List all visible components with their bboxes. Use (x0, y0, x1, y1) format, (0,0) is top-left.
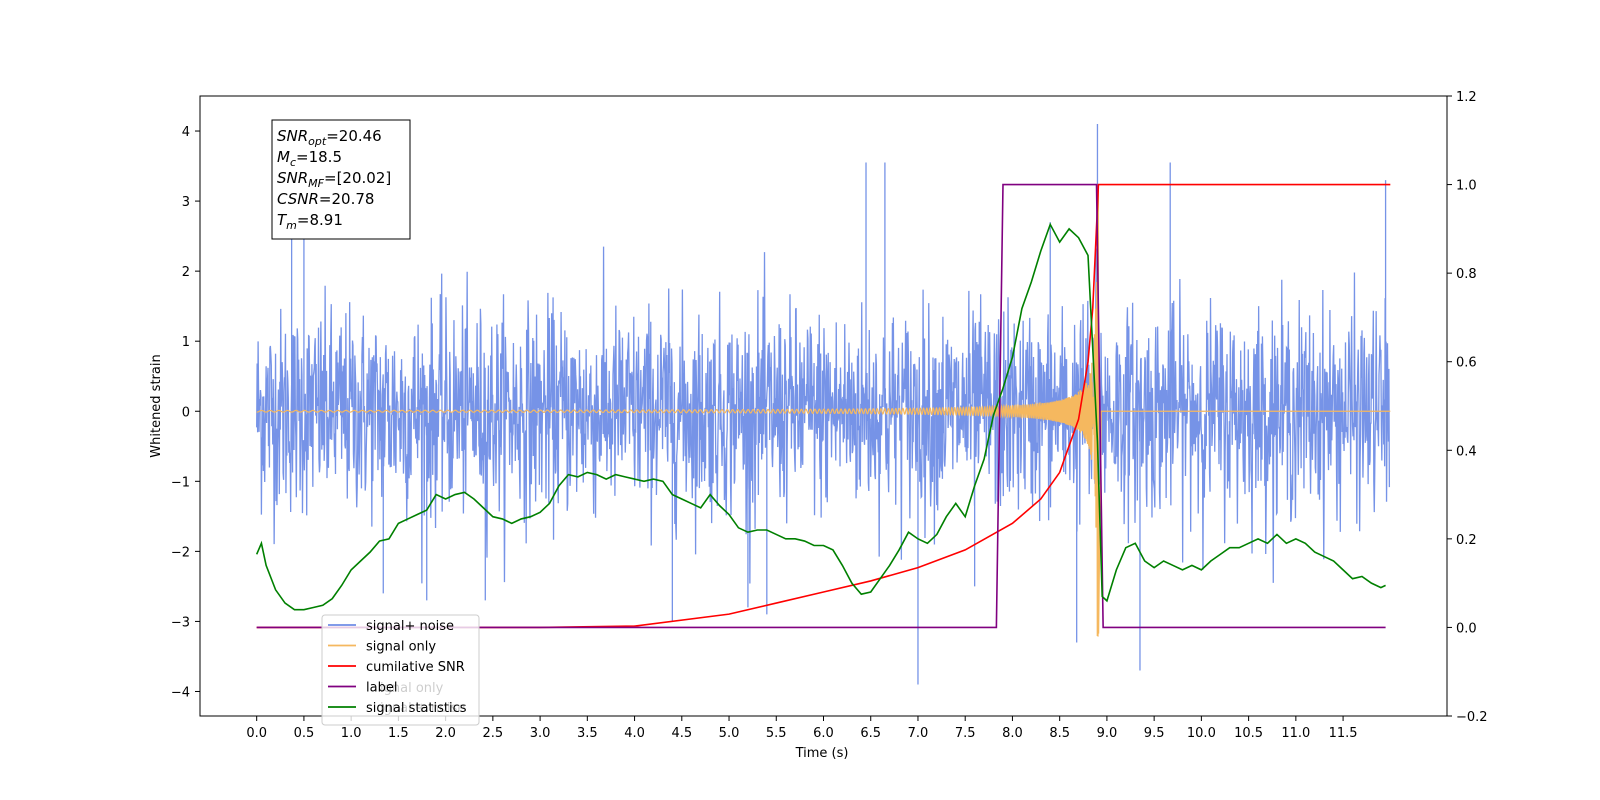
x-tick-label: 8.5 (1049, 726, 1070, 741)
x-tick-label: 11.0 (1281, 726, 1310, 741)
x-tick-label: 4.0 (624, 726, 645, 741)
y-tick-label: 1 (182, 335, 190, 350)
y-tick-label: 0 (182, 405, 190, 420)
x-tick-label: 2.0 (435, 726, 456, 741)
y-tick-label: −4 (171, 685, 190, 700)
x-tick-label: 0.5 (294, 726, 315, 741)
y-tick-label: 2 (182, 265, 190, 280)
y-tick-label: −2 (171, 545, 190, 560)
signal-statistics-line (255, 222, 1386, 611)
x-tick-label: 10.0 (1187, 726, 1216, 741)
info-box-frame (271, 119, 411, 240)
info-symbol: SNR (277, 169, 308, 187)
info-symbol: T (277, 211, 288, 229)
y2-tick-label: 1.2 (1456, 90, 1477, 105)
x-axis: 0.0 0.5 1.0 1.5 2.0 2.5 3.0 3.5 4.0 4.5 5.0 5.5 6.0 6… (246, 716, 1358, 741)
x-tick-label: 7.5 (955, 726, 976, 741)
legend-label: signal only (366, 640, 436, 655)
info-value: =20.78 (319, 190, 375, 208)
y-axis-title: Whitened strain (149, 354, 164, 457)
y2-tick-label: 0.0 (1456, 621, 1477, 636)
x-tick-label: 5.5 (766, 726, 787, 741)
info-line: Mc=18.5 (277, 148, 342, 169)
y2-tick-label: 1.0 (1456, 179, 1477, 194)
y2-tick-label: 0.8 (1456, 267, 1477, 282)
series-signal-only (256, 190, 1391, 637)
x-tick-label: 6.5 (860, 726, 881, 741)
series-signal-noise (256, 124, 1391, 685)
x-tick-label: 1.0 (341, 726, 362, 741)
info-line: CSNR=20.78 (277, 190, 374, 208)
x-tick-label: 7.0 (908, 726, 929, 741)
info-symbol: M (277, 148, 290, 166)
plot-area (255, 124, 1391, 685)
info-value: =20.46 (326, 127, 382, 145)
info-symbol: SNR (277, 127, 308, 145)
info-subscript: c (290, 156, 296, 169)
legend-frame (321, 614, 480, 726)
info-line: SNRMF=[20.02] (277, 169, 391, 190)
y2-tick-label: 0.4 (1456, 444, 1477, 459)
series-signal-statistics (255, 222, 1386, 611)
label-line (256, 183, 1386, 629)
x-tick-label: 3.0 (530, 726, 551, 741)
signal-noise-line (256, 124, 1391, 685)
legend-label: cumilative SNR (366, 660, 465, 675)
y-axis-left: −4 −3 −2 −1 0 1 2 3 4 (171, 125, 200, 700)
info-value: =8.91 (297, 211, 343, 229)
info-line: SNRopt=20.46 (277, 127, 382, 148)
x-tick-label: 5.0 (719, 726, 740, 741)
info-subscript: m (286, 219, 297, 232)
signal-only-line (256, 190, 1391, 637)
x-tick-label: 8.0 (1002, 726, 1023, 741)
x-tick-label: 9.5 (1144, 726, 1165, 741)
y-tick-label: 3 (182, 195, 190, 210)
info-subscript: MF (308, 177, 324, 190)
y2-tick-label: −0.2 (1456, 710, 1488, 725)
x-tick-label: 0.0 (246, 726, 267, 741)
x-tick-label: 4.5 (671, 726, 692, 741)
legend-label: signal+ noise (366, 619, 454, 634)
y-tick-label: −1 (171, 475, 190, 490)
y-axis-right: −0.2 0.0 0.2 0.4 0.6 0.8 1.0 1.2 (1447, 90, 1488, 725)
legend-label: signal statistics (366, 701, 467, 716)
info-symbol: CSNR (277, 190, 319, 208)
info-line: Tm=8.91 (277, 211, 343, 232)
info-subscript: opt (308, 135, 327, 148)
legend: ignal onlyignal + noise signal+ noisesig… (321, 614, 480, 726)
y-tick-label: −3 (171, 615, 190, 630)
x-tick-label: 6.0 (813, 726, 834, 741)
x-tick-label: 3.5 (577, 726, 598, 741)
x-tick-label: 11.5 (1329, 726, 1358, 741)
info-value: =18.5 (296, 148, 342, 166)
y2-tick-label: 0.6 (1456, 356, 1477, 371)
series-label (256, 183, 1386, 629)
legend-label: label (366, 681, 397, 696)
x-tick-label: 10.5 (1234, 726, 1263, 741)
y-tick-label: 4 (182, 125, 190, 140)
x-tick-label: 1.5 (388, 726, 409, 741)
x-tick-label: 9.0 (1097, 726, 1118, 741)
info-value: =[20.02] (324, 169, 391, 187)
x-tick-label: 2.5 (483, 726, 504, 741)
info-box: SNRopt=20.46Mc=18.5SNRMF=[20.02]CSNR=20.… (271, 119, 411, 240)
y2-tick-label: 0.2 (1456, 533, 1477, 548)
x-axis-title: Time (s) (795, 746, 849, 761)
